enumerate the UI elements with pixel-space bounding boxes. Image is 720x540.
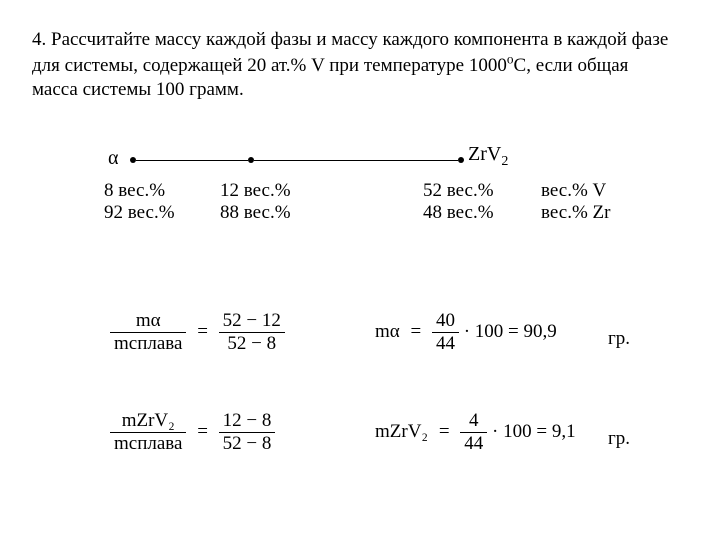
col3: 52 вес.% 48 вес.% — [423, 180, 494, 224]
col2-line2: 88 вес.% — [220, 202, 291, 223]
eq2-rn: 12 − 8 — [223, 410, 272, 431]
eq1-rd: 52 − 8 — [227, 333, 276, 354]
eq1-ln: mα — [136, 310, 161, 331]
col3-line2: 48 вес.% — [423, 202, 494, 223]
tie-line-dot-right — [458, 157, 464, 163]
tie-line-seg2 — [254, 160, 458, 161]
col4: вес.% V вес.% Zr — [541, 180, 610, 224]
eq2-tail: · 100 = 9,1 — [492, 421, 576, 442]
eq1-right: mα = 40 44 · 100 = 90,9 — [375, 310, 557, 355]
col1: 8 вес.% 92 вес.% — [104, 180, 175, 224]
tie-line-seg1 — [136, 160, 248, 161]
eq1-ml: mα — [375, 321, 400, 342]
eq1-md: 44 — [436, 333, 455, 354]
lever-diagram: α ZrV2 8 вес.% 92 вес.% 12 вес.% 88 вес.… — [108, 150, 628, 230]
col1-line2: 92 вес.% — [104, 202, 175, 223]
col3-line1: 52 вес.% — [423, 180, 494, 201]
eq1-mn: 40 — [436, 310, 455, 331]
eq2-ml: mZrV₂ — [375, 421, 428, 442]
eq2-mn: 4 — [469, 410, 479, 431]
problem-statement: 4. Рассчитайте массу каждой фазы и массу… — [32, 28, 672, 102]
eq2-ln: mZrV₂ — [122, 410, 175, 431]
eq2-right: mZrV₂ = 4 44 · 100 = 9,1 — [375, 410, 576, 455]
equation-2: mZrV₂ mсплава = 12 − 8 52 − 8 mZrV₂ = 4 … — [110, 410, 670, 470]
col2-line1: 12 вес.% — [220, 180, 291, 201]
col4-line1: вес.% V — [541, 180, 606, 201]
col2: 12 вес.% 88 вес.% — [220, 180, 291, 224]
eq1-ld: mсплава — [114, 333, 182, 354]
col1-line1: 8 вес.% — [104, 180, 165, 201]
eq2-rd: 52 − 8 — [223, 433, 272, 454]
eq2-unit: гр. — [608, 428, 630, 450]
eq2-left: mZrV₂ mсплава = 12 − 8 52 − 8 — [110, 410, 275, 455]
eq1-left: mα mсплава = 52 − 12 52 − 8 — [110, 310, 285, 355]
eq1-unit: гр. — [608, 328, 630, 350]
col4-line2: вес.% Zr — [541, 202, 610, 223]
eq1-rn: 52 − 12 — [223, 310, 281, 331]
equation-1: mα mсплава = 52 − 12 52 − 8 mα = 40 44 ·… — [110, 310, 670, 370]
eq2-ld: mсплава — [114, 433, 182, 454]
problem-text: 4. Рассчитайте массу каждой фазы и массу… — [32, 29, 668, 100]
alpha-phase-label: α — [108, 147, 118, 170]
eq2-md: 44 — [464, 433, 483, 454]
eq1-tail: · 100 = 90,9 — [464, 321, 557, 342]
zrv2-phase-label: ZrV2 — [468, 143, 508, 170]
